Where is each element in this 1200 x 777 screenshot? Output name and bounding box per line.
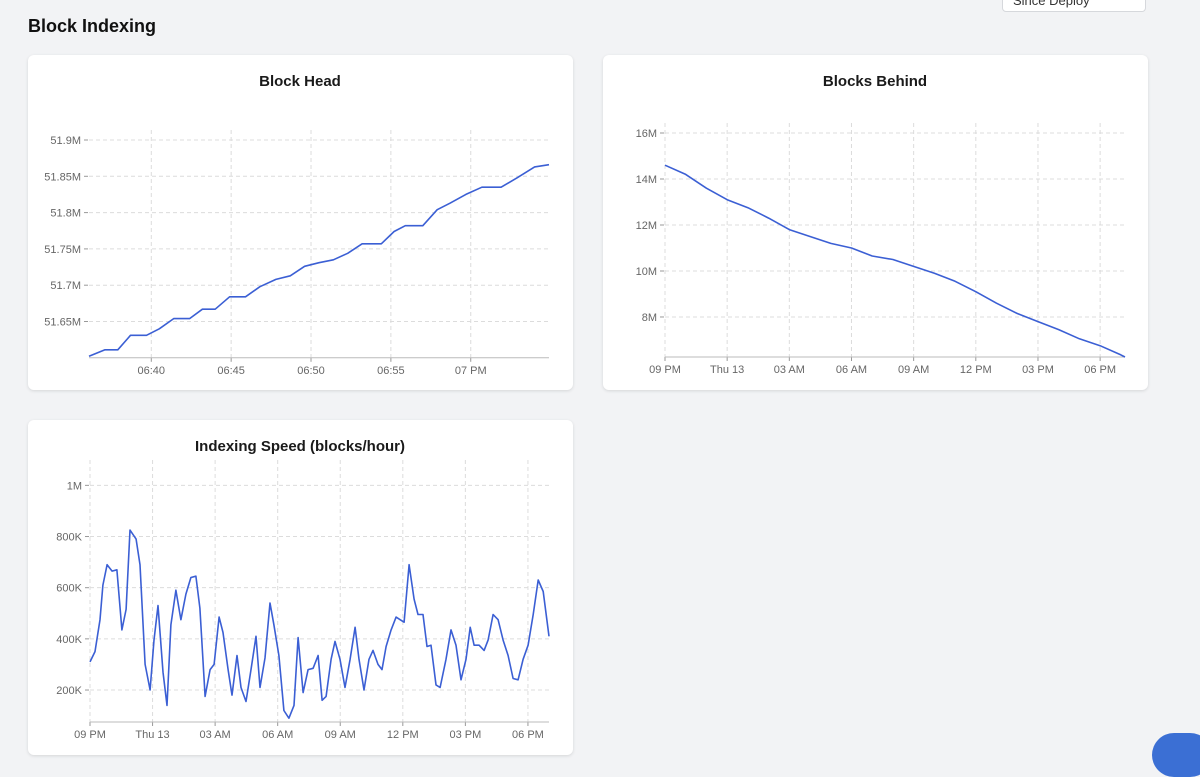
x-tick-label: 06:45	[217, 365, 245, 377]
chart-title: Block Head	[259, 73, 341, 90]
y-tick-label: 51.65M	[44, 317, 81, 329]
x-tick-label: 07 PM	[455, 365, 487, 377]
x-tick-label: 12 PM	[960, 364, 992, 376]
y-tick-label: 8M	[642, 312, 657, 324]
y-tick-label: 51.85M	[44, 171, 81, 183]
x-tick-label: 06:50	[297, 365, 325, 377]
x-tick-label: 09 AM	[325, 729, 356, 741]
page-title: Block Indexing	[28, 16, 157, 36]
data-line	[664, 164, 1126, 358]
chevron: ⌃	[1125, 0, 1133, 4]
x-tick-label: 03 PM	[449, 729, 481, 741]
x-tick-label: 03 AM	[774, 364, 805, 376]
y-tick-label: 51.9M	[50, 135, 81, 147]
x-tick-label: 09 AM	[898, 364, 929, 376]
x-tick-label: 06:40	[138, 365, 166, 377]
y-tick-label: 600K	[56, 583, 82, 595]
chart-card	[28, 55, 573, 390]
x-tick-label: 03 AM	[200, 729, 231, 741]
chart-title: Indexing Speed (blocks/hour)	[195, 438, 405, 455]
x-tick-label: 12 PM	[387, 729, 419, 741]
x-tick-label: 09 PM	[74, 729, 106, 741]
y-tick-label: 51.8M	[50, 208, 81, 220]
range-select[interactable]: Since Deploy ⌃	[1002, 0, 1146, 12]
x-tick-label: 06 AM	[262, 729, 293, 741]
y-tick-label: 800K	[56, 532, 82, 544]
data-line	[88, 163, 550, 358]
chat-button[interactable]	[1152, 733, 1200, 777]
y-tick-label: 1M	[67, 480, 82, 492]
y-tick-label: 200K	[56, 685, 82, 697]
chart-title: Blocks Behind	[823, 73, 927, 90]
select-label: Since Deploy	[1013, 0, 1090, 8]
y-tick-label: 10M	[636, 266, 657, 278]
x-tick-label: 03 PM	[1022, 364, 1054, 376]
x-tick-label: 09 PM	[649, 364, 681, 376]
data-line	[89, 529, 550, 719]
y-tick-label: 51.75M	[44, 244, 81, 256]
y-tick-label: 12M	[636, 220, 657, 232]
y-tick-label: 51.7M	[50, 280, 81, 292]
x-tick-label: 06 PM	[1084, 364, 1116, 376]
x-tick-label: 06:55	[377, 365, 405, 377]
x-tick-label: Thu 13	[710, 364, 744, 376]
y-tick-label: 16M	[636, 128, 657, 140]
y-tick-label: 14M	[636, 174, 657, 186]
x-tick-label: 06 PM	[512, 729, 544, 741]
x-tick-label: Thu 13	[135, 729, 169, 741]
x-tick-label: 06 AM	[836, 364, 867, 376]
y-tick-label: 400K	[56, 634, 82, 646]
chart-card	[603, 55, 1148, 390]
